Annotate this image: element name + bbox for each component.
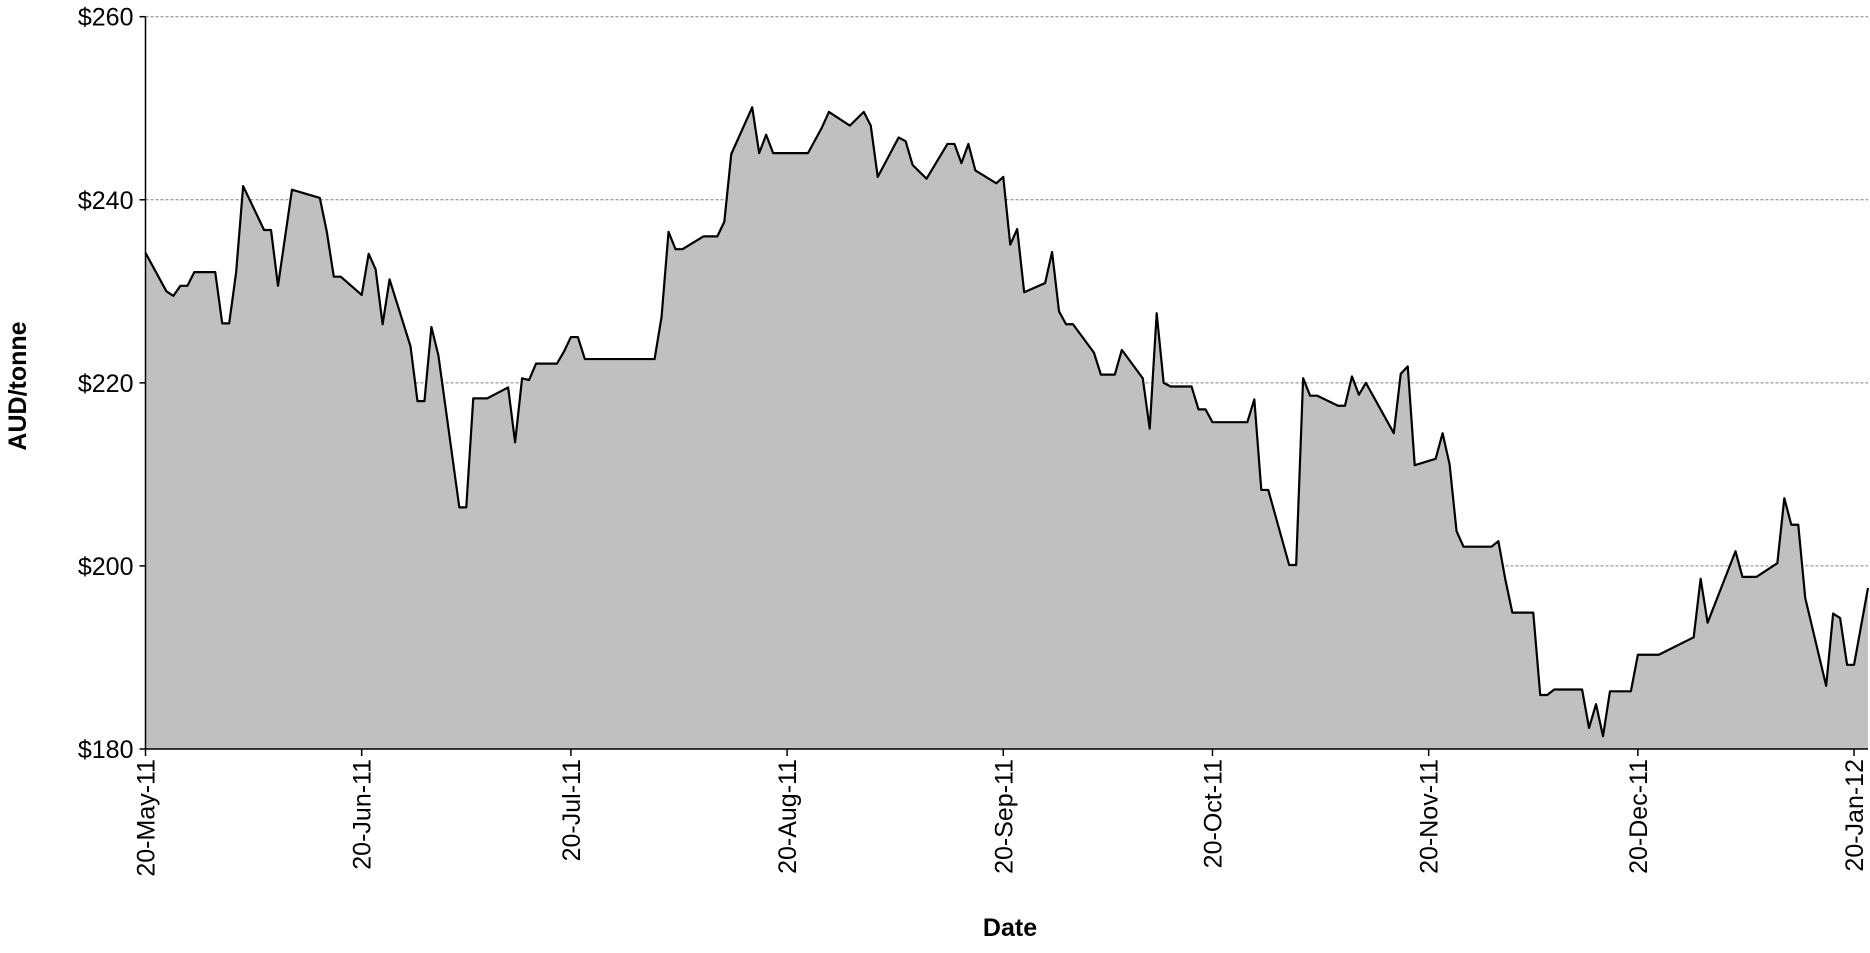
area [145, 107, 1868, 749]
x-tick-label: 20-May-11 [133, 759, 161, 877]
x-tick-label: 20-Jul-11 [558, 759, 586, 861]
y-tick-label: $260 [78, 4, 134, 32]
y-tick-label: $240 [78, 187, 134, 215]
x-tick-label: 20-Aug-11 [774, 759, 802, 874]
y-tick-label: $220 [78, 370, 134, 398]
x-tick-label: 20-Oct-11 [1199, 759, 1227, 868]
x-axis-title: Date [983, 914, 1037, 942]
y-tick-label: $180 [78, 736, 134, 764]
x-tick-label: 20-Dec-11 [1625, 759, 1653, 874]
line [144, 106, 1870, 738]
x-tick-label: 20-Sep-11 [990, 759, 1018, 874]
x-tick-label: 20-Jan-12 [1841, 759, 1869, 872]
y-tick-label: $200 [78, 553, 134, 581]
y-axis-title: AUD/tonne [4, 321, 32, 450]
x-tick-label: 20-Nov-11 [1416, 759, 1444, 874]
x-tick-label: 20-Jun-11 [349, 759, 377, 870]
